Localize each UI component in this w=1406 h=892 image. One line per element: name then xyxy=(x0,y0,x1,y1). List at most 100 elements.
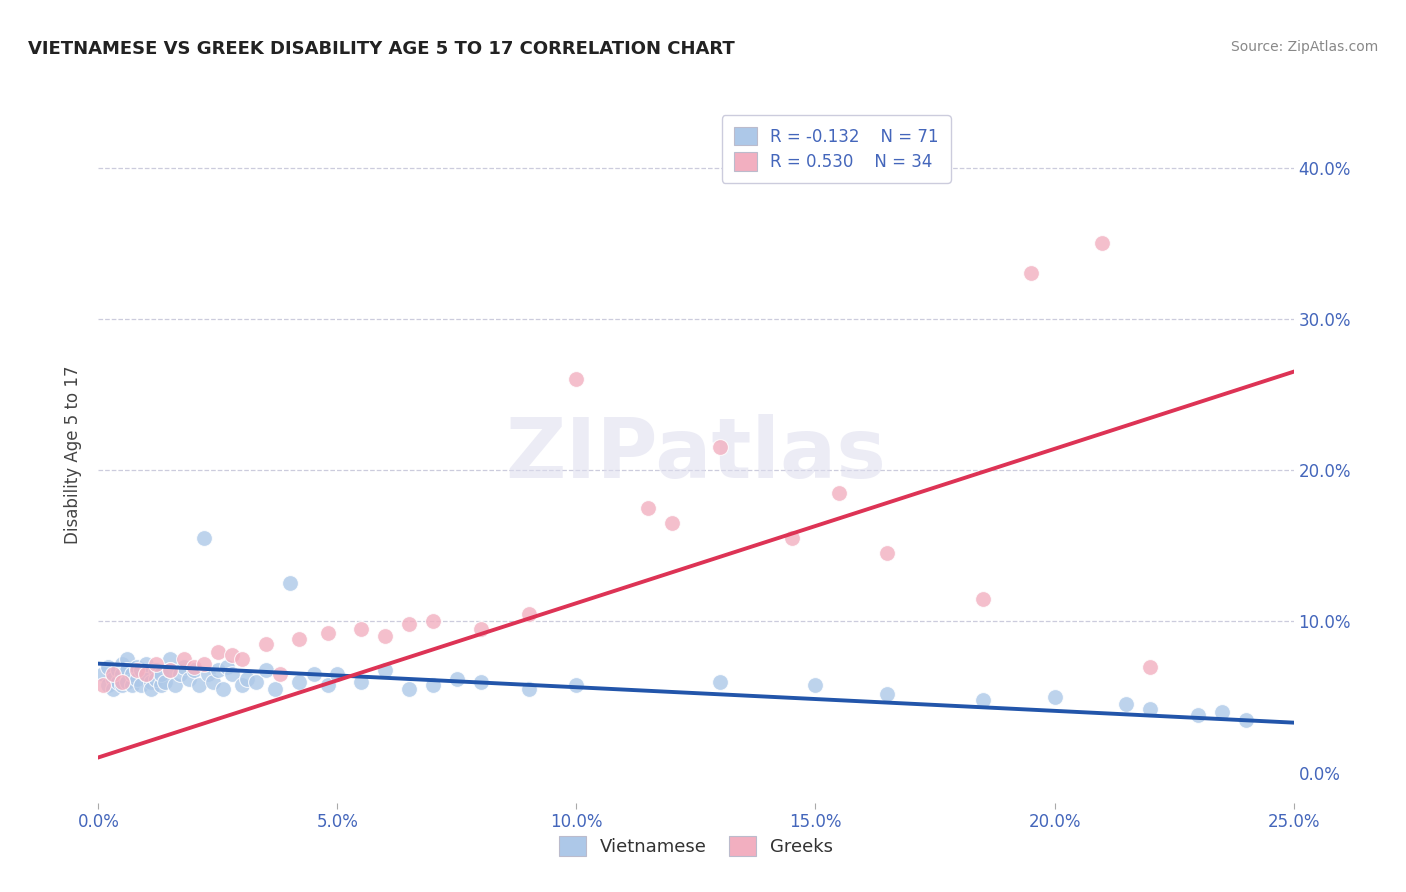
Point xyxy=(422,678,444,692)
Point xyxy=(131,663,153,677)
Point xyxy=(231,678,253,692)
Point xyxy=(179,672,201,686)
Point xyxy=(207,644,229,658)
Y-axis label: Disability Age 5 to 17: Disability Age 5 to 17 xyxy=(65,366,83,544)
Point xyxy=(115,663,138,677)
Point xyxy=(264,682,287,697)
Point xyxy=(131,678,153,692)
Point xyxy=(125,659,148,673)
Point xyxy=(187,678,209,692)
Point xyxy=(422,615,444,629)
Point xyxy=(661,516,683,530)
Point xyxy=(278,576,301,591)
Legend: Vietnamese, Greeks: Vietnamese, Greeks xyxy=(551,829,841,863)
Point xyxy=(159,652,181,666)
Point xyxy=(145,663,167,677)
Point xyxy=(183,659,205,673)
Point xyxy=(804,678,827,692)
Point xyxy=(235,672,257,686)
Text: ZIPatlas: ZIPatlas xyxy=(506,415,886,495)
Point xyxy=(107,663,129,677)
Point xyxy=(1139,659,1161,673)
Point xyxy=(565,372,588,386)
Point xyxy=(326,667,349,681)
Point xyxy=(193,657,215,671)
Point xyxy=(193,531,215,545)
Point xyxy=(350,674,373,689)
Text: Source: ZipAtlas.com: Source: ZipAtlas.com xyxy=(1230,40,1378,54)
Point xyxy=(1091,236,1114,251)
Point xyxy=(135,657,157,671)
Point xyxy=(121,667,143,681)
Point xyxy=(245,674,267,689)
Point xyxy=(876,687,898,701)
Point xyxy=(115,652,138,666)
Point xyxy=(183,663,205,677)
Point xyxy=(173,652,195,666)
Point xyxy=(288,674,311,689)
Point xyxy=(517,607,540,621)
Point xyxy=(91,678,114,692)
Point xyxy=(1139,702,1161,716)
Point xyxy=(211,682,233,697)
Point xyxy=(565,678,588,692)
Point xyxy=(202,674,225,689)
Point xyxy=(217,659,239,673)
Point xyxy=(316,678,339,692)
Point xyxy=(1043,690,1066,704)
Point xyxy=(173,659,195,673)
Point xyxy=(709,674,731,689)
Point xyxy=(107,674,129,689)
Point xyxy=(145,657,167,671)
Point xyxy=(470,622,492,636)
Point xyxy=(269,667,291,681)
Point xyxy=(111,678,134,692)
Point xyxy=(125,672,148,686)
Point xyxy=(288,632,311,647)
Point xyxy=(101,682,124,697)
Point xyxy=(163,678,186,692)
Point xyxy=(197,667,219,681)
Point xyxy=(780,531,803,545)
Point xyxy=(101,672,124,686)
Point xyxy=(398,682,420,697)
Point xyxy=(91,667,114,681)
Point xyxy=(149,678,172,692)
Point xyxy=(637,500,659,515)
Point xyxy=(1187,708,1209,723)
Point xyxy=(159,663,181,677)
Point xyxy=(446,672,468,686)
Point xyxy=(828,485,851,500)
Point xyxy=(97,659,120,673)
Point xyxy=(135,667,157,681)
Point xyxy=(159,663,181,677)
Point xyxy=(231,652,253,666)
Point xyxy=(101,667,124,681)
Point xyxy=(111,674,134,689)
Point xyxy=(254,663,277,677)
Point xyxy=(207,663,229,677)
Point xyxy=(398,617,420,632)
Point xyxy=(155,674,177,689)
Point xyxy=(135,667,157,681)
Point xyxy=(125,663,148,677)
Point xyxy=(121,678,143,692)
Point xyxy=(97,678,120,692)
Point xyxy=(1115,698,1137,712)
Point xyxy=(316,626,339,640)
Point xyxy=(470,674,492,689)
Point xyxy=(876,546,898,560)
Point xyxy=(254,637,277,651)
Point xyxy=(145,672,167,686)
Point xyxy=(350,622,373,636)
Point xyxy=(709,441,731,455)
Point xyxy=(139,674,162,689)
Point xyxy=(111,657,134,671)
Point xyxy=(517,682,540,697)
Point xyxy=(1019,267,1042,281)
Text: VIETNAMESE VS GREEK DISABILITY AGE 5 TO 17 CORRELATION CHART: VIETNAMESE VS GREEK DISABILITY AGE 5 TO … xyxy=(28,40,735,58)
Point xyxy=(302,667,325,681)
Point xyxy=(972,693,994,707)
Point xyxy=(1211,705,1233,719)
Point xyxy=(111,667,134,681)
